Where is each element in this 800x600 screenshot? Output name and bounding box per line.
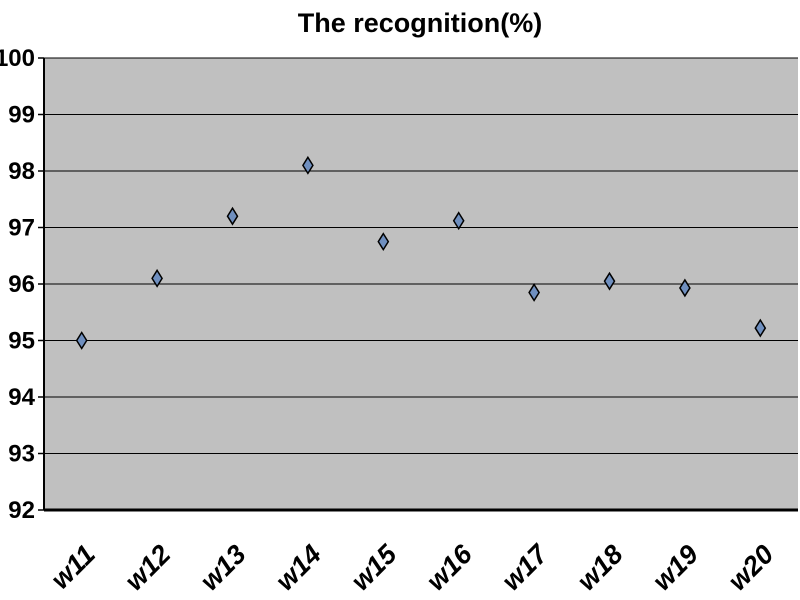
gridlines xyxy=(44,57,798,454)
y-tick-label: 97 xyxy=(8,215,35,242)
data-points xyxy=(75,155,767,350)
data-point-w11 xyxy=(75,331,88,350)
y-tick-label: 98 xyxy=(8,158,35,185)
data-point-w12 xyxy=(151,268,163,288)
x-tick-label-w11: w11 xyxy=(45,539,101,595)
x-tick-label-w14: w14 xyxy=(270,539,327,596)
y-tick-label: 100 xyxy=(0,45,35,72)
x-tick-label-w13: w13 xyxy=(194,539,251,596)
x-tick-label-w16: w16 xyxy=(421,538,479,596)
data-point-w18 xyxy=(603,271,616,291)
y-tick-label: 92 xyxy=(8,497,35,524)
x-tick-label-w18: w18 xyxy=(571,539,628,596)
y-tick-label: 95 xyxy=(8,328,35,355)
x-tick-label-w17: w17 xyxy=(496,538,555,597)
x-tick-label-w12: w12 xyxy=(119,539,176,596)
x-tick-label-w20: w20 xyxy=(722,539,779,596)
data-point-w13 xyxy=(226,206,239,226)
data-point-w20 xyxy=(754,318,767,338)
data-point-w16 xyxy=(452,211,465,231)
x-axis-ticks: w11 w12 w13 w14 w15 w16 w17 w18 w19 w20 xyxy=(45,538,779,597)
chart-title: The recognition(%) xyxy=(298,8,543,38)
y-tick-label: 96 xyxy=(8,271,35,298)
y-tick-label: 94 xyxy=(8,384,35,411)
y-tick-label: 99 xyxy=(8,102,35,129)
data-point-w14 xyxy=(302,155,314,175)
data-point-w17 xyxy=(528,283,540,302)
y-axis-ticks: 92 93 94 95 96 97 98 99 100 xyxy=(0,45,44,524)
data-point-w19 xyxy=(679,278,691,298)
x-tick-label-w15: w15 xyxy=(345,538,403,596)
x-tick-label-w19: w19 xyxy=(647,539,704,596)
y-tick-label: 93 xyxy=(8,441,35,468)
data-point-w15 xyxy=(377,232,390,252)
